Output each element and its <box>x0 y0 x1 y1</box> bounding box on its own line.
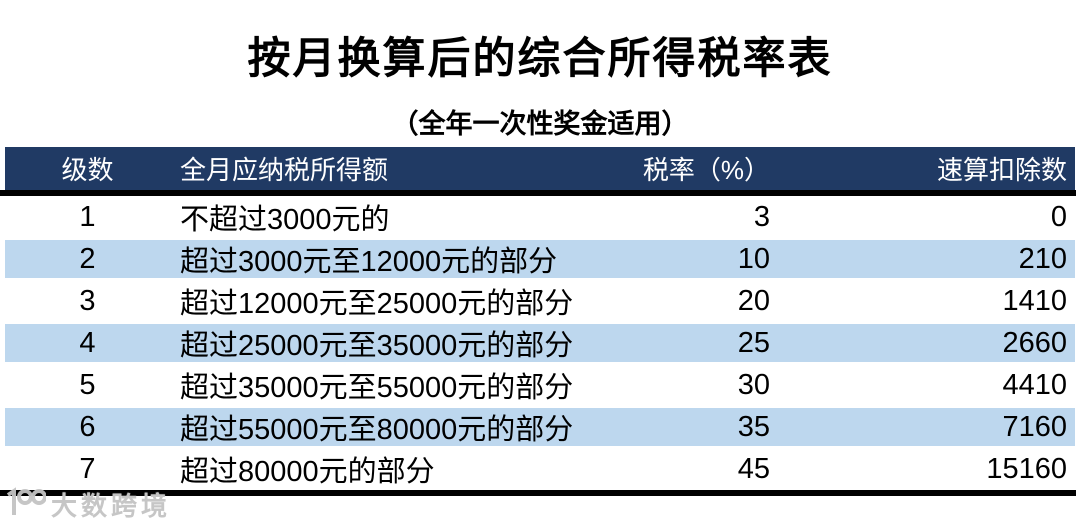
header-level: 级数 <box>61 155 114 185</box>
table-row: 4 超过25000元至35000元的部分 25 2660 <box>5 322 1075 364</box>
deduction-cell: 1410 <box>1002 284 1067 317</box>
deduction-cell: 15160 <box>986 452 1067 485</box>
table-row: 7 超过80000元的部分 45 15160 <box>5 448 1075 490</box>
rate-cell: 3 <box>753 200 770 233</box>
table-header-row: 级数 全月应纳税所得额 税率（%） 速算扣除数 <box>5 147 1075 190</box>
deduction-cell: 0 <box>1050 200 1067 233</box>
level-cell: 7 <box>79 452 96 485</box>
rate-cell: 25 <box>737 326 770 359</box>
watermark: 大数跨境 <box>4 486 171 523</box>
level-cell: 4 <box>79 326 96 359</box>
rate-cell: 20 <box>737 284 770 317</box>
deduction-cell: 2660 <box>1002 326 1067 359</box>
header-income: 全月应纳税所得额 <box>180 155 389 185</box>
level-cell: 2 <box>79 242 96 275</box>
income-cell: 超过35000元至55000元的部分 <box>180 372 574 404</box>
level-cell: 6 <box>79 410 96 443</box>
table-row: 3 超过12000元至25000元的部分 20 1410 <box>5 280 1075 322</box>
table-row: 6 超过55000元至80000元的部分 35 7160 <box>5 406 1075 448</box>
income-cell: 超过55000元至80000元的部分 <box>180 414 574 446</box>
deduction-cell: 210 <box>1018 242 1067 275</box>
deduction-cell: 4410 <box>1002 368 1067 401</box>
income-cell: 超过12000元至25000元的部分 <box>180 288 574 320</box>
rate-cell: 30 <box>737 368 770 401</box>
income-cell: 超过80000元的部分 <box>180 456 435 488</box>
income-cell: 超过25000元至35000元的部分 <box>180 330 574 362</box>
income-cell: 超过3000元至12000元的部分 <box>180 246 558 278</box>
level-cell: 5 <box>79 368 96 401</box>
table-row: 1 不超过3000元的 3 0 <box>5 196 1075 238</box>
rate-cell: 45 <box>737 452 770 485</box>
header-divider-line <box>0 190 1076 196</box>
level-cell: 3 <box>79 284 96 317</box>
watermark-text: 大数跨境 <box>51 491 172 521</box>
tax-rate-table: 级数 全月应纳税所得额 税率（%） 速算扣除数 1 不超过3000元的 3 0 … <box>0 147 1076 496</box>
table-row: 5 超过35000元至55000元的部分 30 4410 <box>5 364 1075 406</box>
income-cell: 不超过3000元的 <box>180 204 390 236</box>
page-title: 按月换算后的综合所得税率表 <box>247 35 833 83</box>
table-row: 2 超过3000元至12000元的部分 10 210 <box>5 238 1075 280</box>
rate-cell: 10 <box>737 242 770 275</box>
header-rate: 税率（%） <box>642 155 770 185</box>
deduction-cell: 7160 <box>1002 410 1067 443</box>
footer-divider-line <box>0 490 1076 496</box>
page-subtitle: （全年一次性奖金适用） <box>391 109 689 139</box>
header-deduction: 速算扣除数 <box>936 155 1067 185</box>
hundred-rings-logo-icon <box>4 487 47 522</box>
rate-cell: 35 <box>737 410 770 443</box>
level-cell: 1 <box>79 200 96 233</box>
